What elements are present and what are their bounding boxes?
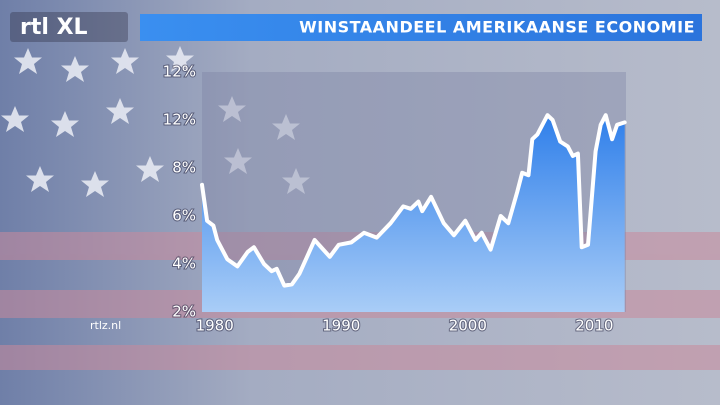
area xyxy=(202,115,625,312)
y-tick-label: 2% xyxy=(172,303,196,321)
y-tick-label: 4% xyxy=(172,255,196,273)
x-tick-label: 2010 xyxy=(575,317,613,335)
logo-box xyxy=(10,12,128,42)
chart-title: WINSTAANDEEL AMERIKAANSE ECONOMIE xyxy=(299,18,695,37)
line xyxy=(200,113,627,288)
y-tick-label: 12% xyxy=(163,63,196,81)
y-tick-label: 12% xyxy=(163,111,196,129)
x-tick-label: 1980 xyxy=(196,317,234,335)
website: rtlz.nl xyxy=(90,319,121,332)
x-tick-label: 2000 xyxy=(449,317,487,335)
marks xyxy=(200,113,627,312)
y-tick-label: 6% xyxy=(172,207,196,225)
x-tick-label: 1990 xyxy=(322,317,360,335)
logo: rtl XL xyxy=(20,15,88,40)
title-bar xyxy=(140,14,702,41)
y-tick-label: 8% xyxy=(172,159,196,177)
